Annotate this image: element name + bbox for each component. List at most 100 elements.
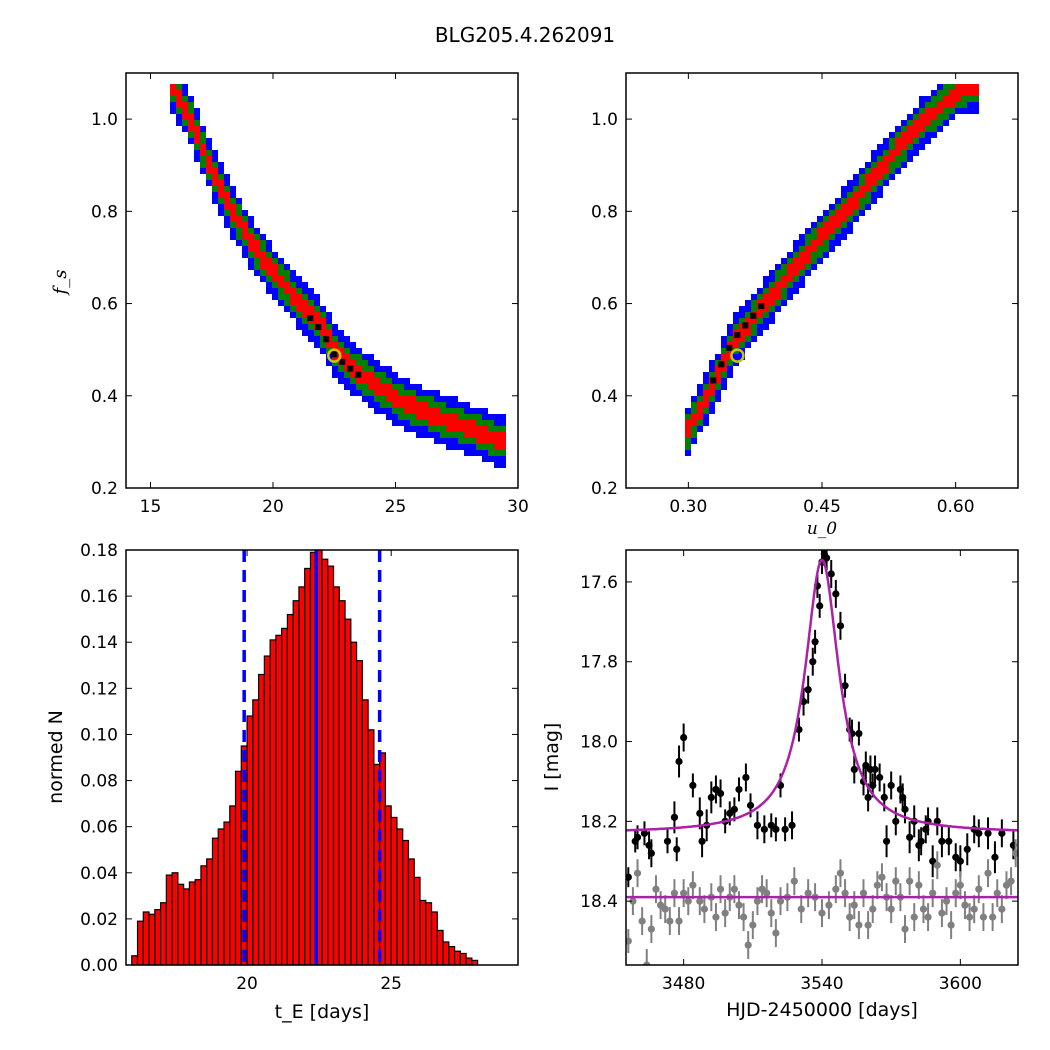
histogram-bar (459, 952, 467, 966)
heatmap-cell-inner (332, 342, 338, 360)
heatmap-cell-inner (973, 84, 979, 96)
x-tick-label: 0.30 (669, 497, 707, 517)
event-point (998, 829, 1006, 837)
baseline-point (643, 961, 651, 965)
event-point (663, 837, 672, 845)
heatmap-cell-inner (218, 180, 224, 198)
heatmap-cell-inner (260, 252, 266, 270)
heatmap-cell-inner (835, 210, 841, 228)
heatmap-cell-inner (200, 144, 206, 156)
event-point (827, 570, 835, 578)
heatmap-cell-inner (272, 264, 278, 282)
baseline-point (938, 909, 946, 917)
histogram-bar (292, 600, 300, 966)
heatmap-cell-inner (410, 396, 416, 414)
baseline-point (684, 897, 692, 905)
heatmap-cell-inner (877, 162, 883, 180)
event-point (869, 781, 877, 790)
heatmap-cell-inner (727, 342, 733, 360)
baseline-point (730, 885, 738, 893)
histogram-bar (453, 950, 461, 966)
baseline-point (933, 861, 941, 869)
y-tick-label: 0.4 (91, 387, 118, 407)
heatmap-cell-inner (500, 432, 506, 450)
heatmap-cell-inner (314, 312, 320, 330)
event-point (633, 833, 642, 841)
histogram-bar (304, 567, 312, 966)
baseline-point (1007, 877, 1015, 885)
heatmap-cell-inner (805, 246, 811, 264)
panel-lightcurve: 3480 3540 3600 17.6 17.8 18.0 18.2 18.4 I [mag] H… (541, 549, 1019, 1021)
baseline-point (675, 917, 683, 925)
histogram-bar (136, 920, 144, 966)
heatmap-cell-inner (733, 330, 739, 348)
heatmap-cell-inner (703, 390, 709, 408)
heatmap-cell-inner (416, 402, 422, 420)
heatmap-cell-inner (841, 204, 847, 222)
heatmap-cell-core (339, 358, 346, 365)
heatmap-cell-inner (404, 396, 410, 414)
y-tick-label: 0.10 (80, 725, 118, 745)
baseline-point (855, 921, 863, 929)
heatmap-cell-inner (320, 318, 326, 336)
baseline-point (670, 889, 679, 897)
heatmap-cell-inner (464, 420, 470, 438)
baseline-point (873, 881, 881, 889)
histogram-bar (177, 883, 185, 966)
histogram-bar (327, 565, 335, 966)
heatmap-cell-inner (913, 120, 919, 138)
baseline-point (864, 921, 872, 929)
baseline-point (846, 913, 854, 921)
event-point (804, 686, 812, 694)
event-point (975, 829, 983, 837)
heatmap-cell-inner (380, 384, 386, 396)
baseline-point (975, 885, 983, 893)
heatmap-cell-inner (476, 426, 482, 444)
y-tick-label: 0.14 (80, 633, 118, 653)
baseline-point (753, 897, 762, 905)
heatmap-cell-inner (212, 168, 218, 186)
baseline-point (961, 901, 969, 909)
histogram-bar (286, 613, 294, 966)
figure-title: BLG205.4.262091 (435, 23, 615, 47)
baseline-point (915, 881, 923, 889)
y-tick-label: 17.8 (580, 653, 618, 673)
heatmap-cell-inner (368, 372, 374, 390)
event-point (675, 757, 683, 766)
y-tick-label: 0.16 (80, 587, 118, 607)
event-point (698, 837, 706, 845)
baseline-point (970, 905, 978, 913)
baseline-point (979, 913, 988, 921)
baseline-point (772, 929, 780, 937)
event-point (772, 825, 780, 833)
histogram-bar (390, 816, 398, 966)
baseline-point (818, 909, 826, 917)
baseline-point (919, 905, 928, 913)
histogram-bar (252, 699, 260, 966)
heatmap-cell-inner (847, 198, 853, 216)
heatmap-cell-core (750, 312, 757, 319)
event-point (640, 829, 649, 837)
histogram-bar (154, 909, 162, 966)
histogram-bar (430, 911, 438, 966)
event-point (716, 789, 725, 798)
event-point (906, 833, 914, 841)
histogram-bar (171, 872, 179, 966)
y-tick-label: 0.2 (91, 479, 118, 499)
event-point (917, 837, 925, 845)
baseline-point (998, 905, 1006, 913)
event-point (816, 602, 824, 610)
heatmap-cell-inner (925, 108, 931, 126)
event-point (836, 622, 845, 630)
baseline-point (869, 905, 877, 913)
x-tick-label: 25 (380, 974, 402, 994)
heatmap-cell-inner (458, 420, 464, 432)
event-point (689, 781, 697, 790)
histogram-bar (436, 929, 444, 966)
x-tick-label: 3540 (800, 974, 843, 994)
y-tick-label: 0.08 (80, 772, 118, 792)
heatmap-cell-inner (799, 252, 805, 270)
y-axis-label: normed N (45, 710, 67, 804)
heatmap-cell-core (758, 303, 765, 310)
model-curve (626, 558, 1018, 832)
